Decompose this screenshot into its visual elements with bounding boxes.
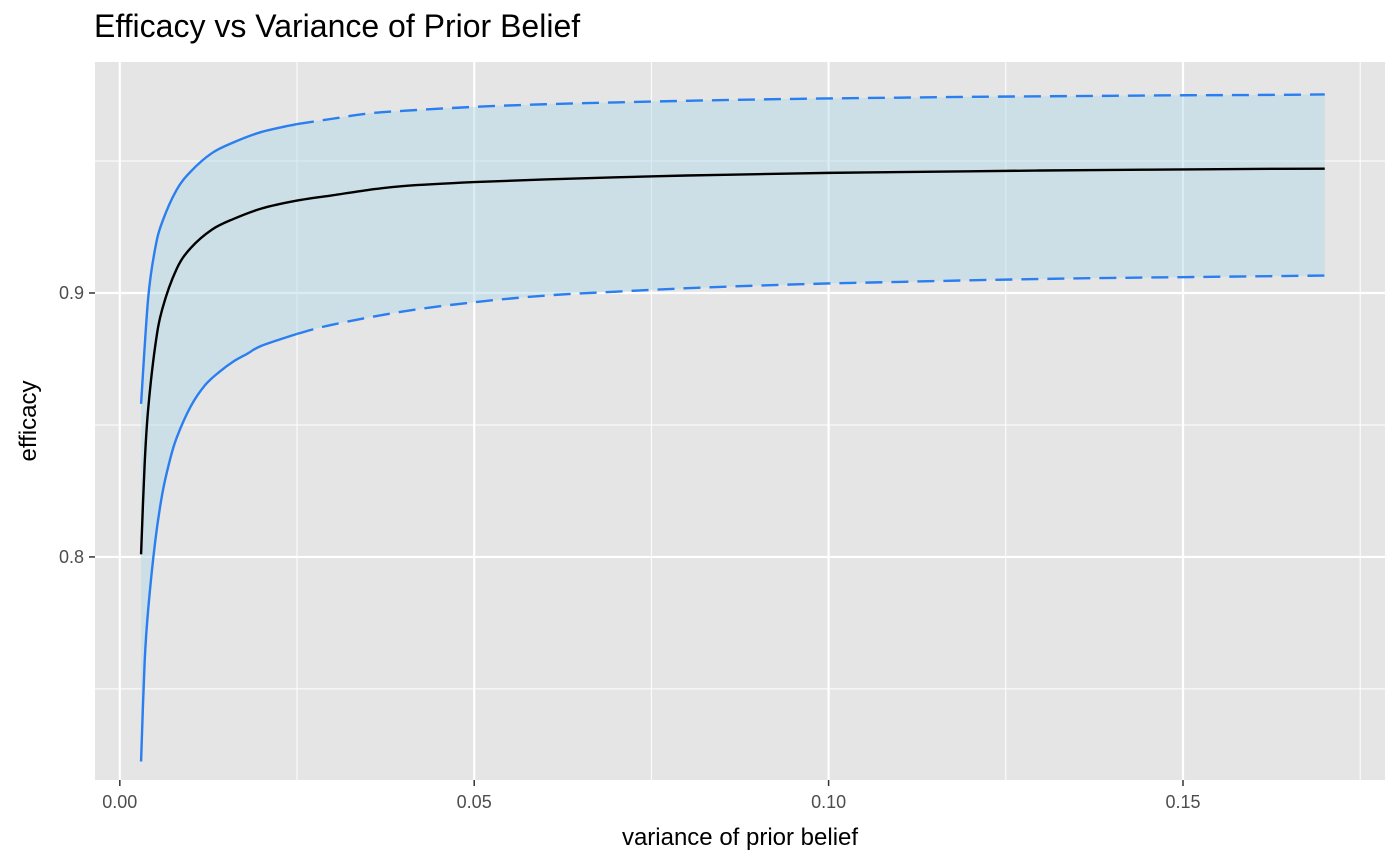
axis-layer: 0.00 0.05 0.10 0.15 0.8 0.9: [59, 283, 1201, 812]
series-lower-line-solid: [139, 332, 298, 762]
x-tick-label: 0.00: [102, 792, 137, 812]
x-axis-title: variance of prior belief: [622, 824, 858, 851]
y-tick-label: 0.9: [59, 283, 84, 303]
series-mean-line: [139, 167, 1325, 555]
y-axis-title: efficacy: [15, 381, 42, 462]
x-tick-label: 0.05: [457, 792, 492, 812]
series-lower-line-dashed: [296, 274, 1325, 336]
x-tick-label: 0.10: [811, 792, 846, 812]
grid-layer: [95, 62, 1385, 780]
chart-title: Efficacy vs Variance of Prior Belief: [94, 8, 581, 44]
confidence-band: [141, 94, 1325, 762]
band-layer: [141, 94, 1325, 762]
y-tick-label: 0.8: [59, 547, 84, 567]
line-layer: [139, 93, 1325, 762]
series-upper-line-solid: [139, 122, 298, 404]
series-upper-line-dashed: [296, 93, 1325, 126]
plot-panel: [95, 62, 1385, 780]
x-tick-label: 0.15: [1165, 792, 1200, 812]
